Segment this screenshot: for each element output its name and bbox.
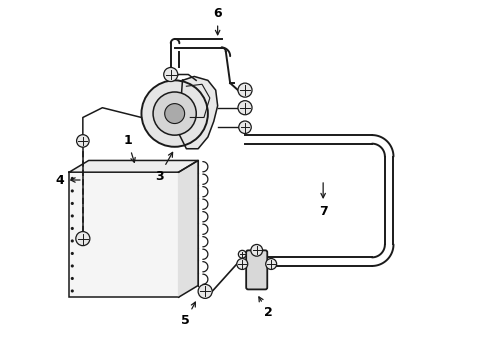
Circle shape [71, 177, 74, 180]
Polygon shape [69, 161, 198, 172]
Circle shape [71, 252, 74, 255]
Circle shape [266, 258, 277, 270]
Polygon shape [178, 76, 218, 149]
Circle shape [238, 101, 252, 115]
FancyBboxPatch shape [246, 250, 267, 289]
Text: 4: 4 [55, 174, 80, 186]
Circle shape [76, 135, 89, 147]
Circle shape [71, 189, 74, 193]
Circle shape [238, 250, 246, 258]
Circle shape [237, 258, 248, 270]
Text: 2: 2 [259, 297, 273, 319]
Circle shape [71, 227, 74, 230]
Circle shape [71, 239, 74, 243]
Circle shape [165, 104, 185, 123]
Text: 1: 1 [123, 134, 135, 162]
Circle shape [71, 277, 74, 280]
Circle shape [153, 92, 196, 135]
Circle shape [71, 202, 74, 205]
Circle shape [71, 215, 74, 217]
Text: 7: 7 [319, 183, 327, 218]
Circle shape [142, 80, 208, 147]
Circle shape [239, 121, 251, 134]
Text: 5: 5 [181, 302, 196, 327]
Circle shape [251, 244, 263, 256]
Circle shape [71, 289, 74, 293]
Circle shape [198, 284, 212, 298]
Circle shape [164, 67, 178, 81]
Polygon shape [178, 161, 198, 297]
Circle shape [76, 231, 90, 246]
Bar [69, 172, 178, 297]
Circle shape [238, 83, 252, 97]
Circle shape [71, 264, 74, 267]
Text: 6: 6 [213, 8, 222, 35]
Text: 3: 3 [155, 152, 172, 183]
